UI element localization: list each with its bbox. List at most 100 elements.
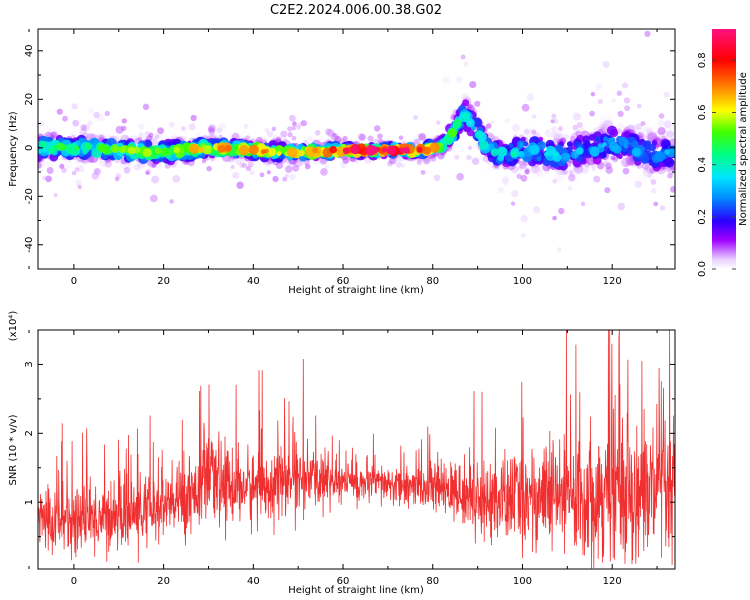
- spectrogram-cell: [460, 54, 466, 60]
- spectrogram-cell: [647, 174, 655, 181]
- snr-axes: 0 20 40 60 80 100 120 1 2 3: [24, 329, 675, 587]
- spectrogram-cell: [568, 186, 573, 191]
- spectrogram-cell: [465, 118, 475, 128]
- spectrogram-cell: [574, 128, 580, 134]
- spectrogram-cell: [371, 136, 380, 145]
- spectrogram-cell: [264, 128, 270, 133]
- spectrogram-cell: [75, 179, 82, 186]
- spectrogram-cell: [622, 167, 630, 175]
- spectrogram-cell: [602, 142, 607, 147]
- colorbar-tick-label: 0.6: [697, 105, 708, 121]
- spectrogram-cell: [202, 144, 212, 155]
- spectrogram-cell: [240, 159, 247, 166]
- spectrogram-cell: [591, 165, 597, 170]
- spectrogram-cell: [172, 175, 181, 183]
- spectrogram-cell: [181, 126, 186, 131]
- spectrogram-cell: [138, 132, 143, 137]
- spectrogram-cell: [667, 166, 675, 175]
- spectrogram-cell: [72, 119, 80, 127]
- spectrogram-cell: [56, 142, 65, 151]
- spectrogram-cell: [664, 157, 675, 168]
- spectrogram-cell: [566, 141, 573, 147]
- spectrogram-cell: [275, 161, 284, 170]
- spectrogram-cell: [326, 129, 335, 137]
- spectrogram-cell: [416, 157, 423, 164]
- spectrogram-cell: [602, 158, 612, 168]
- spectrogram-cell: [511, 165, 519, 173]
- spectrogram-cell: [45, 162, 53, 170]
- spectrogram-cell: [147, 161, 155, 168]
- spectrogram-cell: [429, 142, 440, 153]
- spectrogram-cell: [643, 140, 652, 148]
- spectrogram-cell: [466, 154, 472, 161]
- spectrogram-cell: [646, 166, 655, 174]
- spectrogram-cell: [646, 150, 652, 156]
- spectrogram-cell: [603, 160, 609, 166]
- spectrogram-cell: [631, 147, 642, 157]
- spectrogram-cell: [568, 169, 574, 175]
- spectrogram-cell: [624, 162, 630, 167]
- spectrogram-cell: [610, 155, 616, 161]
- spectrogram-cell: [82, 124, 90, 132]
- spectrogram-cell: [138, 123, 145, 131]
- spectrogram-cell: [510, 151, 517, 158]
- spectrogram-cell: [588, 134, 596, 141]
- spectrogram-cell: [276, 151, 282, 157]
- spectrogram-cell: [556, 126, 566, 136]
- spectrogram-cell: [307, 135, 313, 141]
- spectrogram-cell: [490, 120, 495, 125]
- spectrogram-cell: [266, 170, 271, 175]
- spectrogram-cell: [634, 122, 643, 131]
- spectrogram-cell: [517, 150, 525, 158]
- spectrogram-cell: [38, 124, 45, 133]
- spectrogram-cell: [468, 143, 475, 149]
- spectrogram-cell: [518, 160, 528, 169]
- spectrogram-cell: [562, 120, 571, 129]
- spectrogram-cell: [230, 159, 238, 167]
- spectrogram-cell: [617, 110, 624, 117]
- colorbar-scale: [712, 29, 736, 269]
- spectrogram-cell: [53, 193, 58, 198]
- spectrogram-cell: [558, 126, 563, 131]
- spectrogram-cell: [56, 108, 63, 115]
- spectrogram-cell: [62, 115, 68, 122]
- spectrogram-cell: [497, 146, 508, 157]
- spectrogram-cell: [605, 162, 612, 170]
- spectrogram-cell: [247, 161, 254, 168]
- snr-x-tick-label: 120: [603, 576, 622, 587]
- spectrogram-cell: [564, 133, 570, 139]
- spectrogram-cell: [589, 110, 595, 117]
- spectrogram-cell: [451, 143, 458, 150]
- spectrogram-cell: [519, 160, 526, 167]
- spectrogram-cell: [77, 184, 82, 190]
- spectrogram-cell: [566, 123, 576, 133]
- spectrogram-cell: [661, 130, 669, 138]
- spectrogram-cell: [563, 134, 569, 140]
- spectrogram-cell: [46, 127, 58, 138]
- spectrogram-cell: [497, 135, 504, 142]
- spectrogram-cell: [463, 61, 469, 67]
- spectrogram-cell: [137, 136, 143, 142]
- spectrogram-cell: [358, 133, 366, 141]
- spectrogram-cell: [665, 125, 671, 131]
- colorbar-label: Normalized spectral amplitude: [738, 72, 749, 226]
- spectrogram-y-tick-label: 40: [24, 44, 35, 57]
- spectrogram-cell: [289, 114, 296, 122]
- spectrogram-cell: [589, 146, 600, 157]
- spectrogram-cell: [151, 175, 160, 184]
- spectrogram-cell: [655, 136, 661, 142]
- spectrogram-cell: [287, 147, 298, 158]
- spectrogram-cell: [466, 104, 472, 110]
- spectrogram-cell: [98, 143, 107, 153]
- spectrogram-y-tick-label: -20: [24, 188, 35, 204]
- spectrogram-cell: [580, 201, 586, 206]
- spectrogram-cell: [621, 157, 631, 168]
- spectrogram-cell: [462, 112, 470, 121]
- spectrogram-cell: [555, 182, 564, 190]
- spectrogram-cell: [88, 108, 94, 114]
- spectrogram-cell: [573, 112, 581, 121]
- spectrogram-cell: [235, 159, 242, 165]
- spectrogram-cell: [635, 123, 643, 130]
- spectrogram-cell: [598, 124, 609, 135]
- spectrogram-cell: [523, 128, 530, 135]
